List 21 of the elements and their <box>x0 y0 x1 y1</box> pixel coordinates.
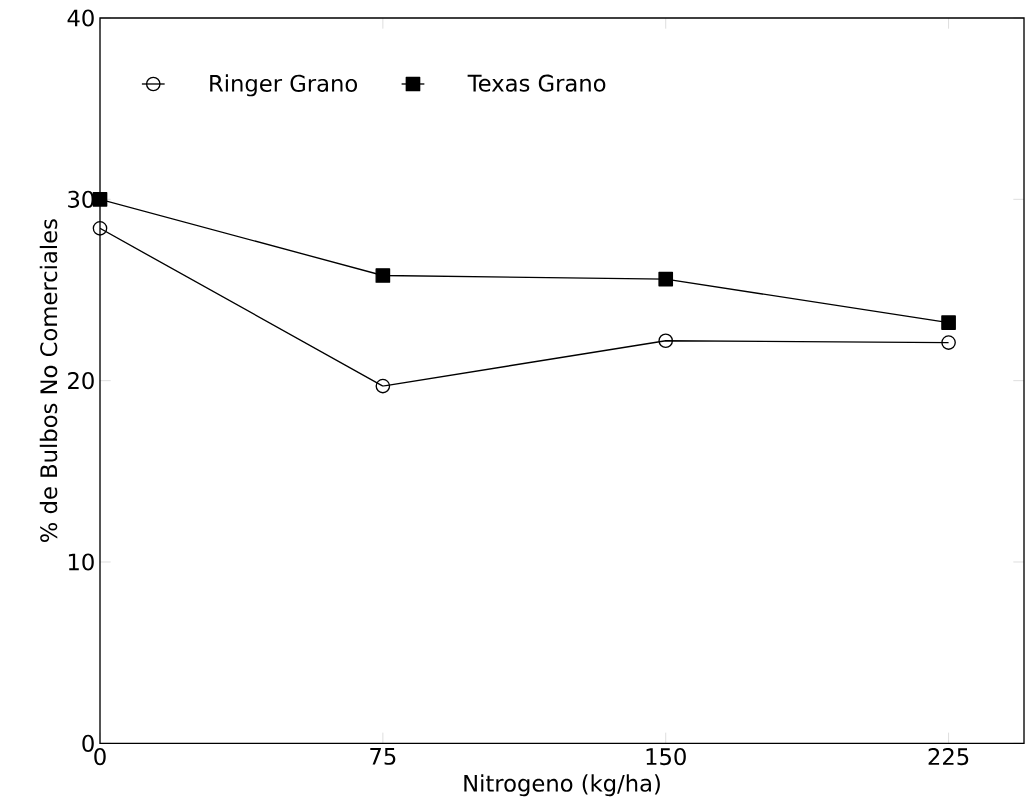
x-tick-label: 225 <box>928 748 969 766</box>
y-axis-title: % de Bulbos No Comerciales <box>39 219 58 542</box>
x-tick-label: 75 <box>370 748 396 765</box>
point <box>658 271 674 287</box>
y-tick-label: 0 <box>82 734 94 752</box>
point <box>941 335 956 350</box>
point <box>92 221 108 236</box>
y-tick-label: 40 <box>67 9 94 27</box>
legend-label: Ringer Grano <box>210 74 358 97</box>
x-tick-label: 0 <box>94 748 106 766</box>
point <box>375 378 391 394</box>
point <box>375 268 391 283</box>
point <box>658 333 674 349</box>
x-tick-label: 150 <box>646 748 686 766</box>
legend-label: Texas Grano <box>467 74 606 92</box>
point <box>92 191 108 207</box>
point <box>941 315 956 330</box>
x-axis-title: Nitrogeno (kg/ha) <box>464 774 660 797</box>
y-tick-label: 20 <box>68 372 94 390</box>
y-tick-label: 10 <box>68 553 94 571</box>
y-tick-label: 30 <box>68 190 94 208</box>
